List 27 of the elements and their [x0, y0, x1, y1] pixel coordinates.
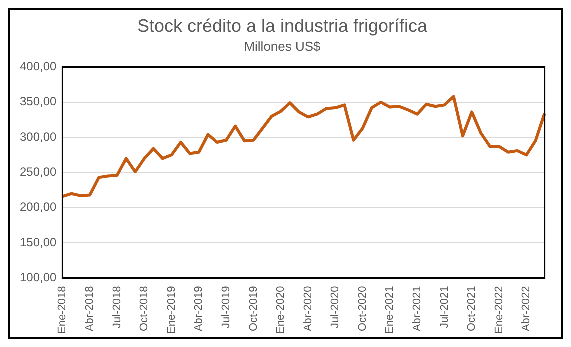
- x-tick-label: Oct-2018: [138, 286, 151, 332]
- x-tick-label: Jul-2020: [330, 286, 342, 328]
- x-tick-label: Abr-2021: [411, 286, 424, 332]
- x-tick-label: Oct-2021: [466, 286, 478, 332]
- x-tick-label: Ene-2021: [384, 286, 396, 334]
- y-tick-label: 200,00: [20, 200, 58, 214]
- x-tick-label: Ene-2022: [493, 286, 506, 334]
- x-tick-label: Abr-2019: [193, 286, 206, 332]
- y-tick-label: 100,00: [20, 270, 58, 285]
- y-tick-label: 250,00: [20, 165, 58, 180]
- x-tick-label: Jul-2021: [438, 286, 451, 328]
- x-tick-label: Jul-2019: [220, 286, 232, 328]
- x-tick-label: Abr-2018: [84, 286, 96, 332]
- y-tick-label: 150,00: [20, 235, 58, 250]
- chart-subtitle: Millones US$: [244, 38, 322, 54]
- x-tick-label: Ene-2018: [56, 286, 69, 334]
- x-tick-label: Oct-2020: [356, 286, 369, 332]
- x-tick-label: Abr-2022: [520, 286, 533, 332]
- y-tick-label: 350,00: [20, 94, 58, 109]
- x-tick-label: Ene-2019: [166, 286, 178, 334]
- chart-title: Stock crédito a la industria frigorífica: [137, 16, 429, 36]
- x-tick-label: Ene-2020: [275, 286, 288, 334]
- x-tick-label: Oct-2019: [248, 286, 260, 332]
- x-tick-label: Jul-2018: [111, 286, 124, 328]
- y-tick-label: 400,00: [20, 60, 58, 74]
- y-tick-label: 300,00: [20, 130, 58, 144]
- x-tick-label: Abr-2020: [302, 286, 314, 332]
